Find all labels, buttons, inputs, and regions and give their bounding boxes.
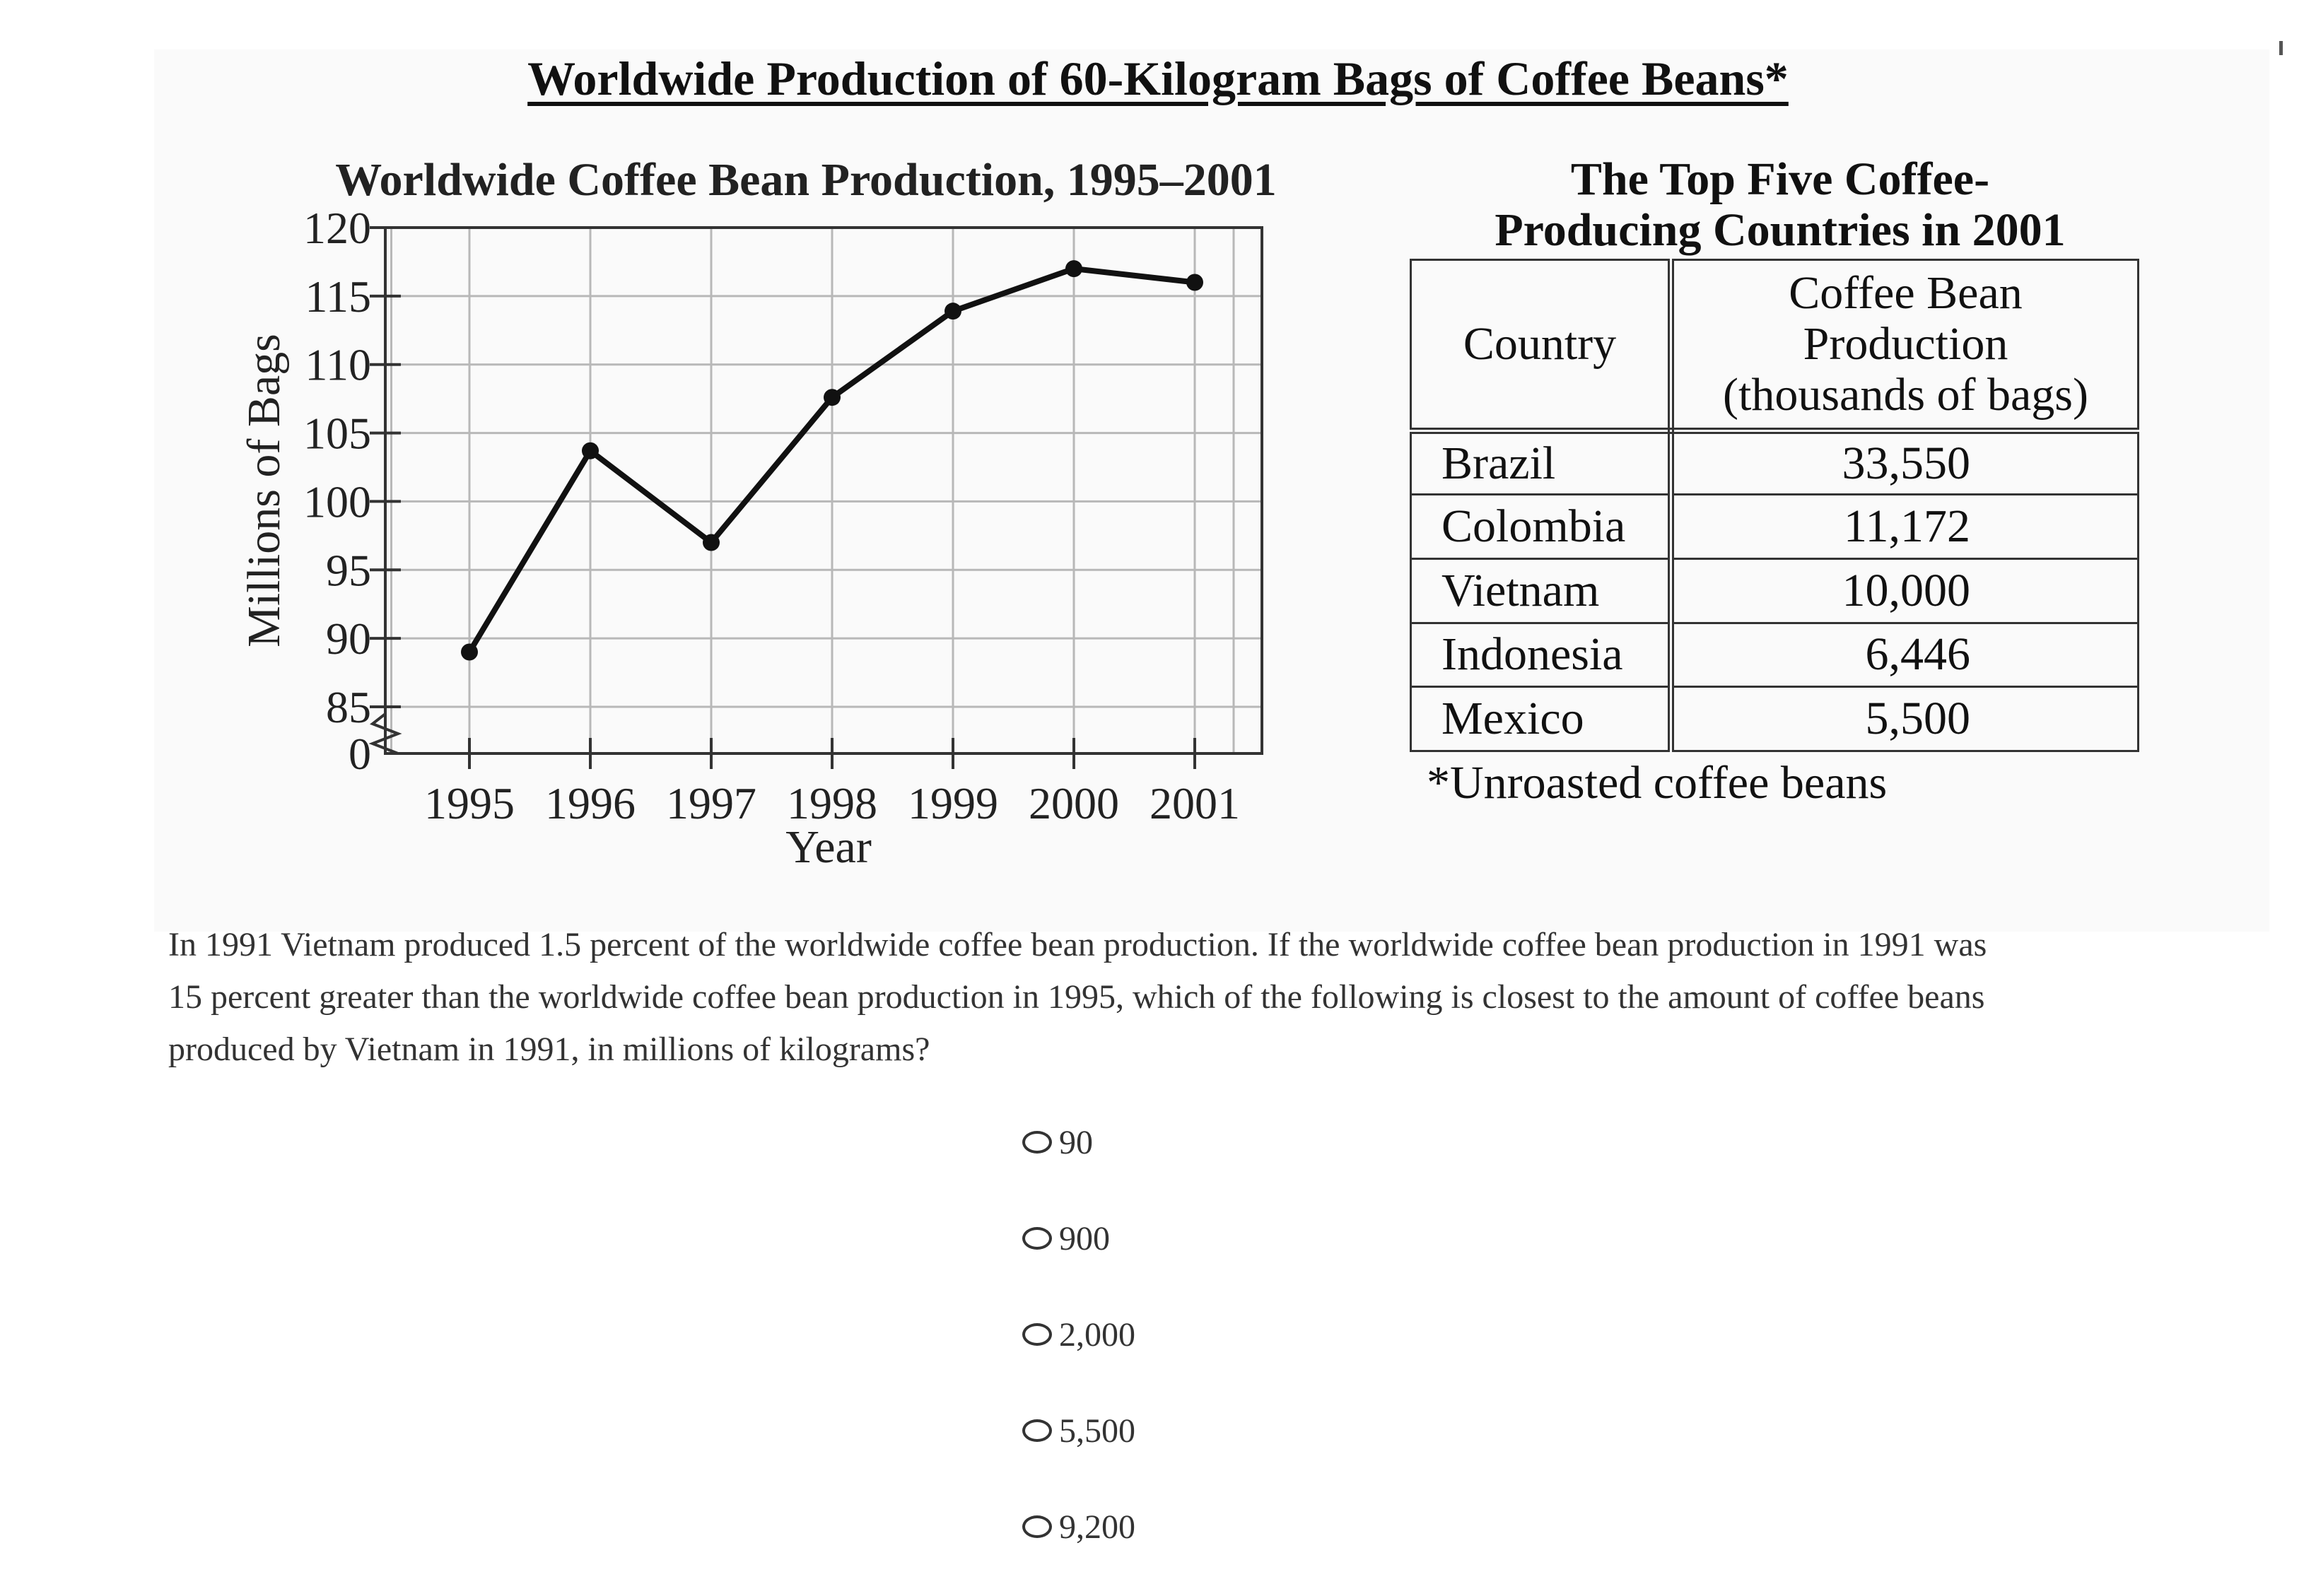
table-title-line-1: The Top Five Coffee- (1570, 153, 1990, 205)
chart-series (461, 260, 1203, 661)
country-cell: Brazil (1410, 429, 1674, 496)
answer-choice-label: 5,500 (1059, 1412, 1135, 1450)
x-tick-label: 1996 (545, 778, 636, 828)
answer-choice-label: 9,200 (1059, 1508, 1135, 1546)
data-point (1065, 260, 1082, 278)
x-tick-label: 1999 (908, 778, 998, 828)
scrollbar-mark (2279, 41, 2283, 55)
x-tick-label: 1997 (666, 778, 756, 828)
data-point (1186, 274, 1203, 291)
table-title-line-2: Producing Countries in 2001 (1495, 204, 2066, 256)
answer-choice-label: 900 (1059, 1219, 1110, 1257)
country-cell: Colombia (1410, 493, 1674, 561)
table-row: Mexico 5,500 (1410, 686, 2139, 752)
x-axis-label: Year (785, 821, 872, 873)
y-tick-label: 95 (326, 545, 371, 595)
table-row: Vietnam 10,000 (1410, 558, 2139, 624)
production-cell: 5,500 (1670, 686, 2139, 752)
y-tick-label: 85 (326, 682, 371, 732)
x-tick-label: 1995 (424, 778, 515, 828)
y-tick-label: 90 (326, 614, 371, 664)
question-line-2: 15 percent greater than the worldwide co… (168, 978, 1985, 1016)
data-point (944, 303, 961, 320)
footnote: *Unroasted coffee beans (1427, 757, 1888, 809)
answer-choice-label: 2,000 (1059, 1315, 1135, 1354)
y-tick-label-zero: 0 (349, 729, 371, 779)
table-header-row: Country Coffee Bean Production (thousand… (1410, 259, 2139, 434)
question-text: In 1991 Vietnam produced 1.5 percent of … (168, 919, 2148, 1076)
header-production-line-1: Coffee Bean (1789, 266, 2023, 319)
header-production-line-3: (thousands of bags) (1723, 368, 2088, 421)
chart-title: Worldwide Coffee Bean Production, 1995–2… (335, 154, 1277, 206)
table-row: Indonesia 6,446 (1410, 621, 2139, 688)
answer-choice-5[interactable]: 9,200 (1022, 1506, 1135, 1548)
header-country: Country (1410, 259, 1674, 434)
data-point (582, 442, 599, 459)
plot-area-frame (384, 226, 1263, 755)
production-cell: 10,000 (1670, 558, 2139, 624)
country-cell: Indonesia (1410, 621, 1674, 688)
country-cell: Vietnam (1410, 558, 1674, 624)
production-cell: 11,172 (1670, 493, 2139, 561)
y-tick-label: 115 (305, 271, 371, 322)
country-cell: Mexico (1410, 686, 1674, 752)
y-tick-label: 120 (303, 203, 371, 253)
answer-choice-1[interactable]: 90 (1022, 1121, 1093, 1163)
data-point (461, 643, 478, 661)
x-tick-label: 2001 (1150, 778, 1240, 828)
production-cell: 6,446 (1670, 621, 2139, 688)
answer-choice-2[interactable]: 900 (1022, 1217, 1110, 1260)
radio-button[interactable] (1022, 1515, 1052, 1538)
top-producers-table: Country Coffee Bean Production (thousand… (1410, 259, 2139, 752)
y-tick-label: 110 (305, 340, 371, 390)
radio-button[interactable] (1022, 1419, 1052, 1442)
radio-button[interactable] (1022, 1323, 1052, 1346)
radio-button[interactable] (1022, 1227, 1052, 1250)
x-tick-label: 2000 (1029, 778, 1119, 828)
question-line-3: produced by Vietnam in 1991, in millions… (168, 1031, 930, 1068)
figure-main-title: Worldwide Production of 60-Kilogram Bags… (527, 52, 1789, 105)
table-row: Brazil 33,550 (1410, 429, 2139, 496)
header-production-line-2: Production (1803, 317, 2008, 370)
chart-axis-ticks: 85 90 95 100 105 110 115 120 0 1995 1996 1997 1998 19… (303, 203, 1240, 828)
answer-choice-3[interactable]: 2,000 (1022, 1313, 1135, 1356)
production-cell: 33,550 (1670, 429, 2139, 496)
y-tick-label: 105 (303, 409, 371, 459)
y-axis-label: Millions of Bags (238, 334, 290, 647)
chart-gridlines (385, 228, 1262, 753)
table-title: The Top Five Coffee- Producing Countries… (1405, 154, 2155, 256)
y-tick-label: 100 (303, 476, 371, 527)
radio-button[interactable] (1022, 1131, 1052, 1154)
data-point (824, 389, 841, 406)
x-tick-label: 1998 (787, 778, 877, 828)
data-point (703, 534, 720, 551)
table-row: Colombia 11,172 (1410, 493, 2139, 561)
question-line-1: In 1991 Vietnam produced 1.5 percent of … (168, 926, 1987, 963)
answer-choice-label: 90 (1059, 1123, 1093, 1161)
axis-break-symbol (368, 712, 402, 755)
answer-choice-4[interactable]: 5,500 (1022, 1409, 1135, 1452)
header-production: Coffee Bean Production (thousands of bag… (1670, 259, 2139, 434)
